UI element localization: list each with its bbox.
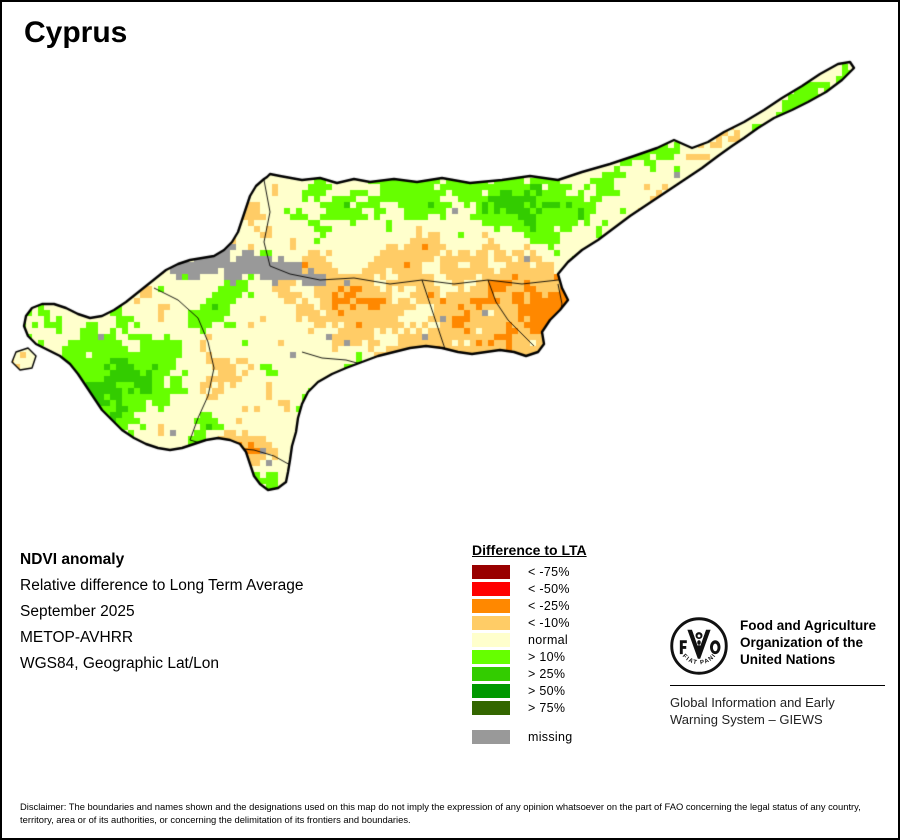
fao-header: FIAT PANIS Food and Agriculture Organizat… xyxy=(667,612,885,675)
fao-branding: FIAT PANIS Food and Agriculture Organizat… xyxy=(667,612,885,728)
legend-label: > 75% xyxy=(528,700,566,715)
legend-item-10[interactable]: > 10% xyxy=(472,648,662,665)
legend-item-10[interactable]: < -10% xyxy=(472,614,662,631)
legend-item-25[interactable]: < -25% xyxy=(472,597,662,614)
legend-swatch-icon xyxy=(472,632,510,647)
legend-title: Difference to LTA xyxy=(472,542,587,558)
map-container[interactable] xyxy=(2,52,898,522)
legend-swatch-icon xyxy=(472,700,510,715)
legend-item-75[interactable]: > 75% xyxy=(472,699,662,716)
legend-swatch-icon xyxy=(472,598,510,613)
legend-label: > 50% xyxy=(528,683,566,698)
legend-item-normal[interactable]: normal xyxy=(472,631,662,648)
caption-line-2: Relative difference to Long Term Average xyxy=(20,577,304,594)
legend-item-25[interactable]: > 25% xyxy=(472,665,662,682)
caption-line-5: WGS84, Geographic Lat/Lon xyxy=(20,655,220,672)
legend-items: < -75% < -50% < -25% < -10% normal > 10% > 25%… xyxy=(472,563,662,745)
caption-line-4: METOP-AVHRR xyxy=(20,629,134,646)
map-caption: NDVI anomaly Relative difference to Long … xyxy=(20,547,440,677)
legend-swatch-icon xyxy=(472,666,510,681)
fao-emblem-icon: FIAT PANIS xyxy=(667,612,728,675)
fao-divider xyxy=(670,685,885,686)
legend-label: < -25% xyxy=(528,598,570,613)
legend-label: missing xyxy=(528,729,573,744)
fao-programme-line-2: Warning System – GIEWS xyxy=(670,712,823,727)
page-title: Cyprus xyxy=(24,16,128,49)
legend-swatch-icon xyxy=(472,729,510,744)
caption-line-3: September 2025 xyxy=(20,603,135,620)
legend-swatch-icon xyxy=(472,564,510,579)
legend-item-75[interactable]: < -75% xyxy=(472,563,662,580)
caption-line-1: NDVI anomaly xyxy=(20,551,125,568)
legend-swatch-icon xyxy=(472,581,510,596)
disclaimer-text: Disclaimer: The boundaries and names sho… xyxy=(20,801,861,825)
fao-org-line-1: Food and Agriculture xyxy=(740,618,876,633)
legend-item-50[interactable]: > 50% xyxy=(472,682,662,699)
legend-label: > 10% xyxy=(528,649,566,664)
legend-swatch-icon xyxy=(472,683,510,698)
fao-org-line-2: Organization of the xyxy=(740,635,863,650)
legend-label: normal xyxy=(528,632,569,647)
legend-swatch-icon xyxy=(472,649,510,664)
legend: Difference to LTA < -75% < -50% < -25% < -1… xyxy=(472,542,662,745)
fao-programme-line-1: Global Information and Early xyxy=(670,695,835,710)
legend-label: < -75% xyxy=(528,564,570,579)
fao-organization-name: Food and Agriculture Organization of the U… xyxy=(740,617,876,668)
legend-label: < -10% xyxy=(528,615,570,630)
legend-label: > 25% xyxy=(528,666,566,681)
legend-item-missing[interactable]: missing xyxy=(472,728,662,745)
legend-swatch-icon xyxy=(472,615,510,630)
legend-item-50[interactable]: < -50% xyxy=(472,580,662,597)
fao-org-line-3: United Nations xyxy=(740,652,836,667)
cyprus-ndvi-anomaly-map[interactable] xyxy=(2,52,898,522)
legend-label: < -50% xyxy=(528,581,570,596)
fao-programme-name: Global Information and Early Warning Syst… xyxy=(670,694,885,728)
